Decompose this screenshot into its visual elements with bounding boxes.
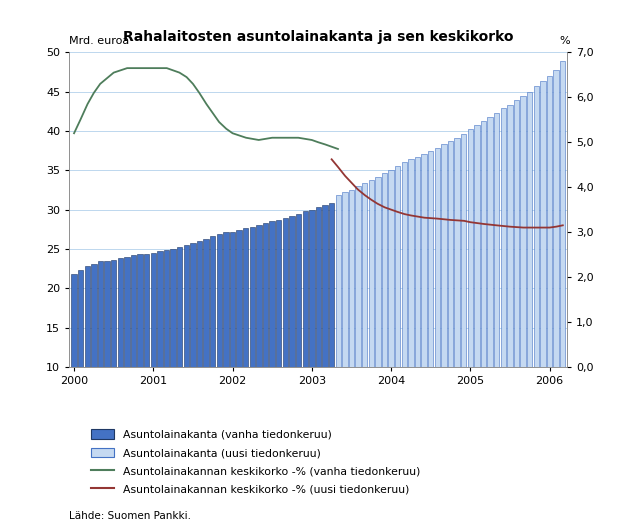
Bar [415,157,420,367]
Bar [474,125,479,367]
Bar [395,166,400,367]
Bar [494,113,500,367]
Bar [541,81,546,367]
Bar [124,257,130,367]
Bar [342,192,348,367]
Bar [84,266,90,367]
Bar [137,254,143,367]
Bar [527,92,532,367]
Bar [243,228,248,367]
Bar [190,243,196,367]
Bar [448,141,453,367]
Bar [151,253,156,367]
Bar [401,161,407,367]
Bar [323,205,328,367]
Bar [514,101,519,367]
Bar [223,233,229,367]
Bar [336,195,341,367]
Text: Mrd. euroa: Mrd. euroa [69,36,130,46]
Bar [547,76,553,367]
Bar [71,274,77,367]
Bar [131,255,136,367]
Bar [421,154,427,367]
Bar [441,145,447,367]
Title: Rahalaitosten asuntolainakanta ja sen keskikorko: Rahalaitosten asuntolainakanta ja sen ke… [123,30,513,45]
Bar [263,223,268,367]
Bar [488,117,493,367]
Bar [184,245,189,367]
Bar [316,208,321,367]
Bar [553,70,559,367]
Bar [388,170,394,367]
Bar [249,227,255,367]
Bar [375,177,381,367]
Bar [329,203,335,367]
Bar [349,190,354,367]
Bar [270,221,275,367]
Bar [302,211,308,367]
Bar [171,249,176,367]
Bar [276,220,282,367]
Bar [177,247,183,367]
Bar [560,61,566,367]
Bar [362,183,367,367]
Bar [534,86,539,367]
Bar [158,252,163,367]
Text: %: % [559,36,570,46]
Bar [467,129,473,367]
Legend: Asuntolainakanta (vanha tiedonkeruu), Asuntolainakanta (uusi tiedonkeruu), Asunt: Asuntolainakanta (vanha tiedonkeruu), As… [88,426,424,498]
Bar [461,134,466,367]
Bar [144,254,149,367]
Text: Lähde: Suomen Pankki.: Lähde: Suomen Pankki. [69,511,192,521]
Bar [296,214,301,367]
Bar [382,173,387,367]
Bar [98,261,103,367]
Bar [355,186,361,367]
Bar [78,270,83,367]
Bar [197,241,202,367]
Bar [309,210,314,367]
Bar [408,159,413,367]
Bar [203,239,209,367]
Bar [230,232,235,367]
Bar [507,105,513,367]
Bar [481,121,486,367]
Bar [217,234,222,367]
Bar [91,264,96,367]
Bar [283,219,288,367]
Bar [435,148,440,367]
Bar [105,261,110,367]
Bar [369,180,374,367]
Bar [111,260,117,367]
Bar [501,108,506,367]
Bar [520,96,526,367]
Bar [256,224,261,367]
Bar [236,230,242,367]
Bar [164,250,169,367]
Bar [210,236,215,367]
Bar [428,151,433,367]
Bar [454,138,460,367]
Bar [289,216,295,367]
Bar [118,258,123,367]
